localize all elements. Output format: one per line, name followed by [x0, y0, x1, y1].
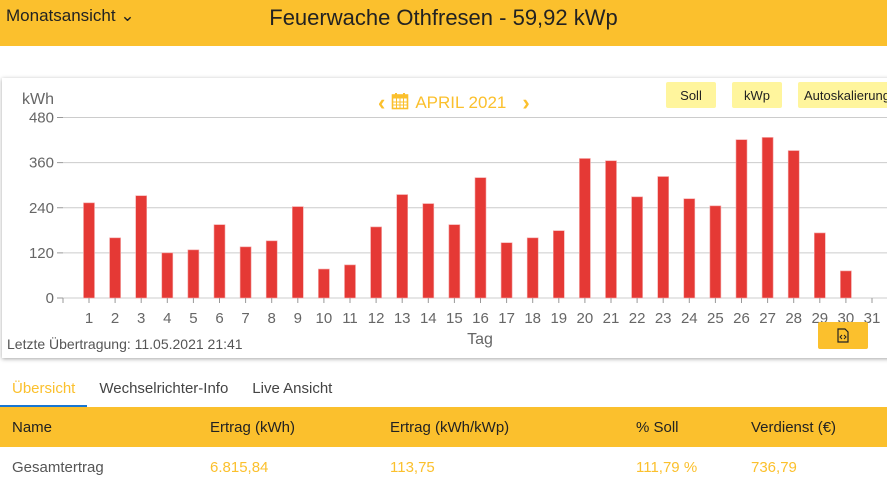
x-tick-label: 11 — [342, 310, 358, 327]
code-file-icon — [837, 328, 849, 343]
bar-day-18 — [526, 237, 539, 299]
x-tick-label: 1 — [85, 310, 93, 327]
month-nav: ‹ APRIL 2021 › — [378, 90, 530, 116]
bar-day-13 — [396, 194, 409, 299]
x-tick-label: 27 — [759, 310, 776, 327]
bar-day-5 — [187, 249, 200, 299]
y-tick-label: 480 — [29, 110, 54, 127]
x-tick-label: 26 — [733, 310, 750, 327]
y-axis-label: kWh — [22, 91, 54, 108]
bar-day-23 — [657, 176, 670, 299]
y-tick-label: 360 — [29, 155, 54, 172]
bar-day-2 — [109, 237, 121, 299]
bar-day-30 — [840, 270, 852, 299]
bar-day-7 — [239, 246, 252, 299]
autoscale-button[interactable]: Autoskalierung — [798, 82, 887, 108]
x-tick-label: 4 — [163, 310, 171, 327]
x-tick-label: 21 — [603, 310, 620, 327]
x-tick-label: 6 — [215, 310, 223, 327]
bar-day-1 — [83, 202, 95, 299]
x-tick-label: 3 — [137, 310, 145, 327]
bar-day-12 — [370, 226, 382, 299]
table-header: Name Ertrag (kWh) Ertrag (kWh/kWp) % Sol… — [0, 407, 887, 447]
x-tick-label: 7 — [241, 310, 249, 327]
bar-day-10 — [318, 268, 330, 299]
y-tick-label: 120 — [29, 245, 54, 262]
x-tick-label: 20 — [577, 310, 594, 327]
cell-ertrag-kwh: 6.815,84 — [210, 459, 269, 476]
x-tick-label: 15 — [446, 310, 463, 327]
table-row: Gesamtertrag 6.815,84 113,75 111,79 % 73… — [0, 447, 887, 485]
bar-day-22 — [631, 196, 643, 299]
cell-soll: 111,79 % — [636, 459, 698, 476]
header-ertrag-kwp: Ertrag (kWh/kWp) — [390, 419, 510, 436]
bar-day-8 — [265, 240, 278, 299]
header-ertrag-kwh: Ertrag (kWh) — [210, 419, 296, 436]
calendar-icon[interactable] — [391, 92, 409, 115]
x-tick-label: 14 — [420, 310, 437, 327]
soll-button[interactable]: Soll — [666, 82, 716, 108]
x-tick-label: 24 — [681, 310, 698, 327]
bar-day-4 — [161, 252, 174, 299]
bar-day-11 — [344, 264, 356, 299]
bar-day-19 — [552, 230, 565, 299]
x-tick-label: 16 — [472, 310, 489, 327]
cell-verdienst: 736,79 — [751, 459, 797, 476]
bar-day-29 — [813, 232, 826, 299]
chevron-down-icon: ⌄ — [120, 6, 135, 25]
export-button[interactable] — [818, 322, 868, 349]
bar-day-27 — [761, 137, 774, 299]
tab-bar: Übersicht Wechselrichter-Info Live Ansic… — [0, 372, 344, 407]
top-bar: Monatsansicht ⌄ Feuerwache Othfresen - 5… — [0, 0, 887, 46]
last-transfer-status: Letzte Übertragung: 11.05.2021 21:41 — [7, 336, 243, 352]
x-axis-label: Tag — [467, 331, 493, 348]
prev-month-icon[interactable]: ‹ — [378, 90, 386, 115]
bar-day-24 — [683, 198, 696, 299]
bar-day-25 — [709, 205, 722, 299]
x-tick-label: 17 — [498, 310, 515, 327]
bar-day-20 — [579, 158, 591, 299]
view-selector[interactable]: Monatsansicht ⌄ — [6, 6, 135, 25]
x-tick-label: 12 — [368, 310, 385, 327]
next-month-icon[interactable]: › — [522, 90, 530, 115]
x-tick-label: 2 — [111, 310, 119, 327]
bar-day-15 — [448, 224, 461, 299]
y-tick-label: 0 — [46, 290, 54, 307]
page-title: Feuerwache Othfresen - 59,92 kWp — [269, 5, 618, 30]
x-tick-label: 10 — [316, 310, 333, 327]
cell-name: Gesamtertrag — [12, 459, 104, 476]
x-tick-label: 28 — [785, 310, 802, 327]
x-tick-label: 8 — [268, 310, 276, 327]
bar-day-17 — [500, 242, 513, 299]
x-tick-label: 19 — [550, 310, 567, 327]
x-tick-label: 5 — [189, 310, 197, 327]
header-verdienst: Verdienst (€) — [751, 419, 837, 436]
tab-wechselrichter-info[interactable]: Wechselrichter-Info — [99, 380, 229, 397]
cell-ertrag-kwp: 113,75 — [390, 459, 435, 476]
x-tick-label: 25 — [707, 310, 724, 327]
bar-day-14 — [422, 203, 435, 299]
bar-day-28 — [787, 150, 800, 299]
bar-day-3 — [135, 195, 147, 299]
x-tick-label: 18 — [524, 310, 541, 327]
x-tick-label: 23 — [655, 310, 672, 327]
tab-live-ansicht[interactable]: Live Ansicht — [252, 380, 333, 397]
bar-day-16 — [474, 177, 487, 299]
x-tick-label: 22 — [629, 310, 646, 327]
header-name: Name — [12, 419, 53, 436]
header-soll: % Soll — [636, 419, 679, 436]
month-label[interactable]: APRIL 2021 — [415, 93, 507, 112]
bar-day-26 — [735, 139, 748, 299]
tab-uebersicht[interactable]: Übersicht — [0, 372, 88, 407]
kwp-button[interactable]: kWp — [732, 82, 782, 108]
x-tick-label: 13 — [394, 310, 411, 327]
x-tick-label: 9 — [294, 310, 302, 327]
y-tick-label: 240 — [29, 200, 54, 217]
bar-day-6 — [213, 224, 226, 299]
bar-day-21 — [605, 160, 617, 299]
bar-day-9 — [291, 206, 304, 299]
